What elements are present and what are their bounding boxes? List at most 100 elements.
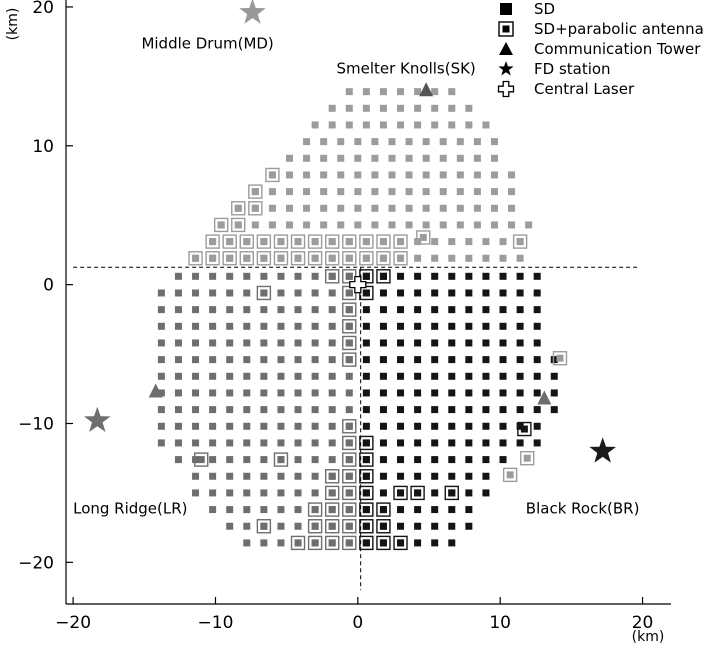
sd-br [448,356,456,364]
sd-br [499,289,507,297]
sd-br [362,306,370,314]
sd-br [465,406,473,414]
sd-lr [192,406,200,414]
sd-br [465,356,473,364]
sd-lr [192,389,200,397]
sd-sk [448,88,456,96]
sd-sk [354,171,362,179]
sd-lr [174,356,182,364]
sd-lr [311,489,319,497]
sd-lr [328,522,336,530]
sd-br [516,439,524,447]
sd-sk [328,121,336,129]
sd-sk [277,238,285,246]
communication-tower-icon [419,82,434,97]
sd-br [431,539,439,547]
sd-lr [260,306,268,314]
sd-lr [243,522,251,530]
sd-sk [388,204,396,212]
legend-label: FD station [534,60,611,78]
sd-lr [226,289,234,297]
sd-br [379,539,387,547]
communication-tower-icon [148,383,163,398]
legend-label: Central Laser [534,80,635,98]
sd-br [499,439,507,447]
sd-br [431,522,439,530]
sd-lr [277,389,285,397]
sd-br [465,506,473,514]
sd-br [379,506,387,514]
antenna-box-sk [376,251,391,266]
sd-extra [556,354,564,362]
sd-sk [388,188,396,196]
sd-br [397,522,405,530]
sd-lr [157,356,165,364]
sd-br [414,356,422,364]
sd-lr [243,456,251,464]
sd-sk [422,188,430,196]
sd-br [499,306,507,314]
sd-sk [354,221,362,229]
sd-sk [499,238,507,246]
sd-br [499,322,507,330]
sd-lr [294,339,302,347]
sd-lr [345,506,353,514]
sd-br [397,306,405,314]
sd-br [499,339,507,347]
sd-lr [277,339,285,347]
antenna-box-br [410,485,425,501]
sd-lr [328,489,336,497]
legend-marker-sd [500,3,512,15]
antenna-box-br [376,502,391,517]
antenna-box-br [359,452,374,467]
sd-br [448,539,456,547]
sd-br [414,456,422,464]
sd-sk [345,254,353,262]
sd-sk [285,154,293,162]
sd-sk [251,188,259,196]
sd-sk [345,121,353,129]
sd-lr [328,356,336,364]
sd-sk [405,204,413,212]
antenna-box-sk [205,251,220,266]
sd-sk [362,121,370,129]
sd-br [482,306,490,314]
sd-lr [174,406,182,414]
antenna-box-lr [342,319,357,334]
sd-sk [362,238,370,246]
sd-lr [192,439,200,447]
sd-lr [226,472,234,480]
sd-br [482,389,490,397]
sd-sk [337,171,345,179]
sd-br [362,389,370,397]
sd-br [362,539,370,547]
sd-sk [320,188,328,196]
sd-sk [448,121,456,129]
sd-lr [345,272,353,280]
sd-sk [379,88,387,96]
sd-br [482,322,490,330]
sd-br [550,389,558,397]
sd-br [362,422,370,430]
sd-sk [303,188,311,196]
site-features: Middle Drum(MD) Smelter Knolls(SK) Long Ri… [73,0,639,518]
sd-br [499,389,507,397]
sd-br [397,322,405,330]
site-label: Smelter Knolls(SK) [336,60,475,78]
central-laser-cross [349,275,367,294]
sd-br [516,389,524,397]
sd-sk [439,154,447,162]
x-tick-label: −10 [198,613,234,633]
legend-label: SD+parabolic antenna [534,20,704,38]
sd-br [431,506,439,514]
sd-lr [174,422,182,430]
y-unit-label: (km) [5,8,21,41]
sd-lr [311,272,319,280]
sd-br [516,289,524,297]
sd-sk [320,204,328,212]
antenna-box-sk [256,251,272,266]
sd-sk [473,221,481,229]
antenna-box-sk [512,234,528,249]
sd-lr [243,406,251,414]
sd-sk [285,188,293,196]
